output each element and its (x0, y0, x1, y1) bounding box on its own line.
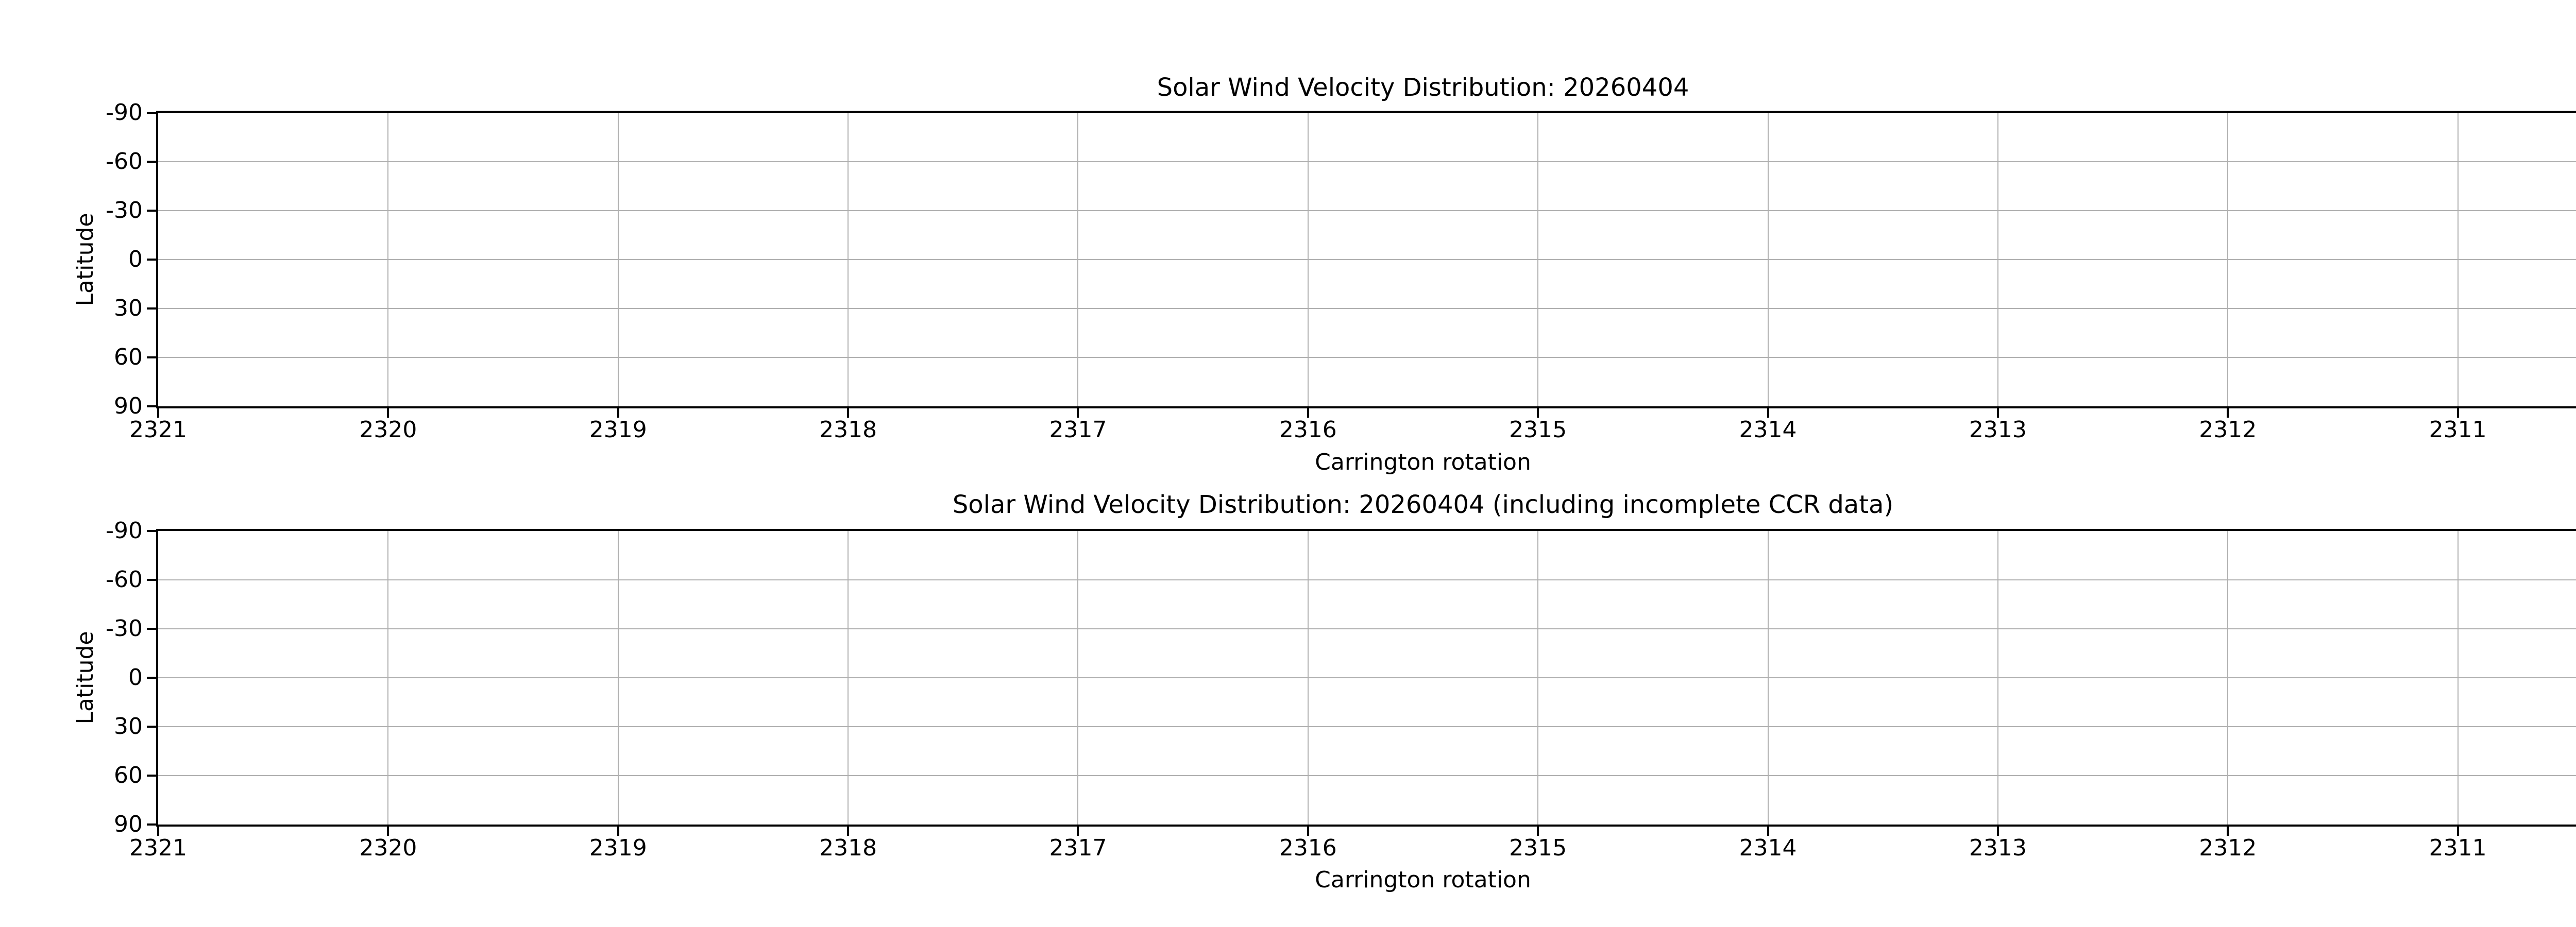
plot1-x-tick-mark (387, 408, 389, 418)
plot2-x-tick-label: 2311 (2429, 835, 2487, 861)
plot1-x-tick-mark (1307, 408, 1309, 418)
plot1-x-axis-label: Carrington rotation (1315, 449, 1531, 475)
plot2-y-tick-mark (147, 823, 156, 826)
plot2-y-axis-label: Latitude (72, 631, 98, 725)
plot1-x-tick-label: 2316 (1279, 417, 1337, 443)
plot2-title: Solar Wind Velocity Distribution: 202604… (952, 490, 1894, 519)
plot1-x-tick-mark (157, 408, 159, 418)
plot1-x-tick-mark (1077, 408, 1079, 418)
plot2-y-tick-label: -60 (106, 566, 143, 593)
plot1-x-tick-label: 2313 (1969, 417, 2027, 443)
plot1-x-tick-label: 2311 (2429, 417, 2487, 443)
plot1-y-gridline (158, 307, 2576, 309)
plot1-y-tick-mark (147, 405, 156, 407)
plot2-x-tick-mark (1996, 827, 1999, 836)
plot1-axes: 2321 2320 2319 2318 2317 2316 2315 2314 2313 2312… (106, 101, 2576, 441)
plot1-y-tick-label: 90 (114, 393, 143, 419)
plot2-y-gridline (158, 775, 2576, 776)
plot1-x-tick-mark (617, 408, 619, 418)
plot1-y-tick-mark (147, 259, 156, 261)
plot1-y-tick-mark (147, 307, 156, 310)
plot2-x-tick-label: 2315 (1509, 835, 1567, 861)
plot2-x-tick-mark (1077, 827, 1079, 836)
plot1-x-tick-label: 2315 (1509, 417, 1567, 443)
plot2-y-tick-label: 60 (114, 762, 143, 788)
plot2-y-tick-mark (147, 726, 156, 728)
plot1-y-tick-label: 0 (128, 246, 143, 272)
plot2-x-tick-label: 2312 (2199, 835, 2257, 861)
plot1-y-tick-label: -60 (106, 148, 143, 175)
plot2-x-tick-mark (1767, 827, 1769, 836)
plot2-axes: 2321 2320 2319 2318 2317 2316 2315 2314 2313 2312… (106, 520, 2576, 860)
plot1-y-gridline (158, 357, 2576, 358)
plot1-y-tick-label: 30 (114, 295, 143, 321)
plot2-y-tick-mark (147, 530, 156, 532)
plot2-y-tick-mark (147, 775, 156, 777)
plot2-x-tick-label: 2321 (129, 835, 187, 861)
plot2-x-tick-label: 2314 (1739, 835, 1797, 861)
plot2-x-tick-mark (387, 827, 389, 836)
plot2-x-tick-label: 2319 (589, 835, 647, 861)
plot2-x-tick-mark (157, 827, 159, 836)
plot2-y-gridline (158, 579, 2576, 580)
plot2-y-gridline (158, 628, 2576, 629)
plot1-x-tick-mark (1996, 408, 1999, 418)
plot1-x-tick-label: 2312 (2199, 417, 2257, 443)
plot2-x-tick-mark (617, 827, 619, 836)
plot1-x-tick-mark (1537, 408, 1539, 418)
plot1-y-gridline (158, 210, 2576, 211)
plot2-y-tick-mark (147, 677, 156, 679)
plot1-y-axis-label: Latitude (72, 213, 98, 306)
plot2-y-tick-label: -30 (106, 615, 143, 642)
plot1-x-tick-label: 2319 (589, 417, 647, 443)
plot2-y-tick-label: 30 (114, 713, 143, 740)
plot2-x-tick-label: 2313 (1969, 835, 2027, 861)
plot2-y-tick-mark (147, 579, 156, 581)
plot2-x-tick-label: 2320 (359, 835, 417, 861)
plot1-x-tick-mark (1767, 408, 1769, 418)
plot1-x-tick-mark (2456, 408, 2459, 418)
plot2-x-tick-mark (2227, 827, 2229, 836)
plot2-y-tick-label: 0 (128, 664, 143, 691)
plot2-y-tick-mark (147, 628, 156, 630)
plot2-x-tick-mark (2456, 827, 2459, 836)
plot1-title: Solar Wind Velocity Distribution: 202604… (1157, 73, 1689, 102)
plot2-x-tick-label: 2318 (819, 835, 877, 861)
plot2-y-tick-label: -90 (106, 518, 143, 544)
plot1-y-gridline (158, 161, 2576, 162)
plot1-y-tick-mark (147, 210, 156, 212)
plot1-y-gridline (158, 259, 2576, 260)
plot1-y-tick-label: 60 (114, 344, 143, 370)
plot2-y-tick-label: 90 (114, 811, 143, 837)
plot1-x-tick-label: 2321 (129, 417, 187, 443)
plot1-y-tick-mark (147, 356, 156, 358)
plot1-x-tick-label: 2317 (1049, 417, 1107, 443)
plot2-y-gridline (158, 726, 2576, 727)
plot1-y-tick-mark (147, 161, 156, 163)
plot1-x-tick-mark (847, 408, 850, 418)
plot1-y-tick-label: -90 (106, 99, 143, 126)
plot1-x-tick-label: 2320 (359, 417, 417, 443)
plot2-x-tick-mark (1307, 827, 1309, 836)
plot2-x-tick-mark (847, 827, 850, 836)
plot2-x-tick-label: 2317 (1049, 835, 1107, 861)
plot1-y-tick-label: -30 (106, 197, 143, 224)
plot2-y-gridline (158, 677, 2576, 678)
plot2-x-tick-label: 2316 (1279, 835, 1337, 861)
plot1-x-tick-mark (2227, 408, 2229, 418)
plot2-x-axis-label: Carrington rotation (1315, 867, 1531, 893)
plot1-x-tick-label: 2318 (819, 417, 877, 443)
plot1-y-tick-mark (147, 112, 156, 114)
plot1-x-tick-label: 2314 (1739, 417, 1797, 443)
plot2-x-tick-mark (1537, 827, 1539, 836)
